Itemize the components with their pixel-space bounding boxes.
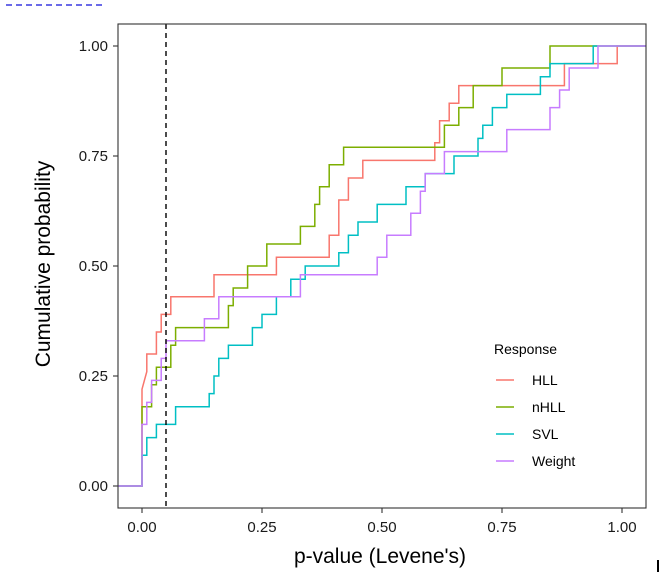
edge-mark: [657, 560, 659, 572]
y-tick-label: 0.00: [79, 478, 108, 495]
y-tick-label: 0.25: [79, 368, 108, 385]
legend-label-hll: HLL: [532, 372, 558, 388]
legend-label-nhll: nHLL: [532, 399, 566, 415]
series-layer: [118, 45, 646, 487]
series-line-hll: [118, 45, 646, 487]
y-tick-label: 0.50: [79, 258, 108, 275]
x-axis: 0.00 0.25 0.50 0.75 1.00: [127, 508, 637, 536]
y-axis: 0.00 0.25 0.50 0.75 1.00: [79, 38, 118, 495]
legend-title: Response: [494, 341, 557, 357]
x-axis-title: p-value (Levene's): [294, 545, 466, 568]
x-tick-label: 0.75: [487, 519, 516, 536]
y-axis-title: Cumulative probability: [32, 160, 55, 367]
x-tick-label: 0.50: [367, 519, 396, 536]
x-tick-label: 1.00: [607, 519, 636, 536]
x-tick-label: 0.00: [127, 519, 156, 536]
legend-label-svl: SVL: [532, 426, 559, 442]
legend-label-weight: Weight: [532, 453, 575, 469]
y-tick-label: 1.00: [79, 38, 108, 55]
series-line-weight: [118, 45, 646, 487]
x-tick-label: 0.25: [247, 519, 276, 536]
series-line-nhll: [118, 45, 646, 487]
series-line-svl: [118, 45, 646, 487]
plot-panel-background: [118, 24, 646, 508]
legend: Response HLL nHLL SVL Weight: [494, 341, 575, 469]
y-tick-label: 0.75: [79, 148, 108, 165]
corner-dashed-mark: [6, 0, 102, 6]
